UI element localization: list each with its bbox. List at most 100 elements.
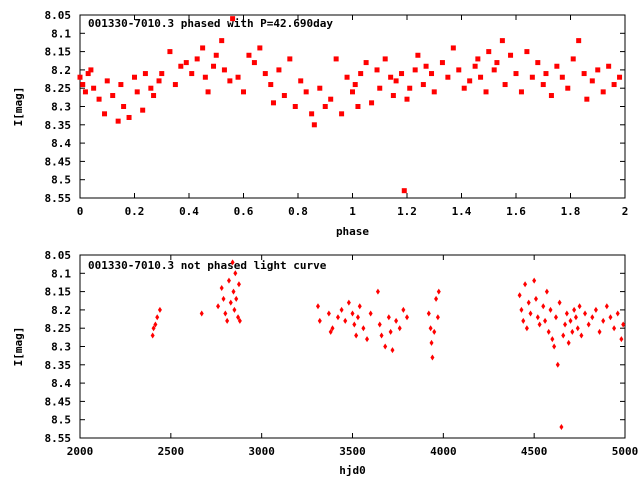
data-point (543, 317, 548, 324)
data-point (262, 71, 268, 77)
data-point (172, 82, 178, 88)
phased-plot-title: 001330-7010.3 phased with P=42.690day (88, 17, 333, 30)
data-point (183, 60, 189, 66)
data-point (401, 188, 407, 194)
data-point (328, 96, 334, 102)
data-point (415, 52, 421, 58)
data-point (535, 60, 541, 66)
data-point (548, 306, 553, 313)
y-tick-label: 8.25 (45, 322, 72, 335)
data-point (365, 336, 370, 343)
data-point (426, 310, 431, 317)
data-point (540, 82, 546, 88)
data-point (226, 277, 231, 284)
data-point (121, 104, 127, 109)
data-point (151, 93, 157, 99)
data-point (335, 314, 340, 321)
data-point (572, 306, 577, 313)
x-tick-label: 4500 (521, 445, 548, 458)
data-point (544, 288, 549, 295)
data-point (532, 277, 537, 284)
data-point (439, 60, 445, 66)
y-tick-label: 8.5 (51, 414, 71, 427)
data-point (363, 60, 369, 66)
x-tick-label: 0 (77, 205, 84, 218)
data-point (361, 325, 366, 332)
data-point (529, 74, 535, 80)
data-point (315, 303, 320, 310)
data-point (126, 114, 132, 120)
data-point (615, 310, 620, 317)
data-point (559, 424, 564, 431)
data-point (393, 78, 399, 84)
data-point (475, 56, 481, 62)
data-point (268, 82, 274, 88)
data-point (85, 71, 91, 77)
data-point (561, 332, 566, 339)
data-point (303, 89, 309, 95)
data-point (227, 78, 233, 84)
data-point (287, 56, 293, 62)
data-point (430, 354, 435, 361)
data-point (412, 67, 418, 73)
data-point (513, 71, 519, 77)
data-point (202, 74, 208, 80)
data-point (379, 332, 384, 339)
data-point (155, 314, 160, 321)
data-point (589, 78, 595, 84)
x-tick-label: 1.4 (452, 205, 472, 218)
y-tick-label: 8.25 (45, 82, 72, 95)
data-point (118, 82, 124, 88)
data-point (110, 93, 116, 99)
data-point (368, 310, 373, 317)
data-point (205, 89, 211, 95)
x-tick-label: 0.8 (288, 205, 308, 218)
data-point (350, 89, 355, 95)
data-point (583, 310, 588, 317)
data-point (566, 339, 571, 346)
data-point (88, 67, 94, 73)
data-point (521, 317, 526, 324)
data-point (167, 49, 173, 55)
x-tick-label: 4000 (430, 445, 457, 458)
data-point (150, 332, 155, 339)
y-tick-label: 8.05 (45, 249, 72, 262)
unphased-plot-title: 001330-7010.3 not phased light curve (88, 259, 327, 272)
x-tick-label: 3500 (339, 445, 366, 458)
data-point (502, 82, 508, 88)
data-point (189, 71, 195, 77)
data-point (343, 317, 348, 324)
data-point (523, 281, 528, 288)
data-point (159, 71, 165, 77)
y-tick-label: 8.1 (51, 267, 71, 280)
data-point (388, 74, 394, 80)
data-point (517, 292, 522, 299)
y-tick-label: 8.3 (51, 341, 71, 354)
data-point (339, 306, 344, 313)
data-point (608, 314, 613, 321)
data-point (519, 306, 524, 313)
data-point (236, 281, 241, 288)
data-point (456, 67, 462, 73)
data-point (344, 74, 350, 80)
data-point (230, 16, 236, 22)
data-point (219, 38, 225, 44)
data-point (533, 295, 538, 302)
data-point (292, 104, 298, 109)
data-point (225, 317, 230, 324)
data-point (428, 325, 433, 332)
data-point (213, 52, 219, 58)
unphased-axis-ticks: 2000 2500 3000 3500 4000 4500 5000 8.05 8.1 8.15 8… (45, 249, 639, 458)
data-point (104, 78, 110, 84)
y-tick-label: 8.35 (45, 359, 72, 372)
data-point (382, 56, 388, 62)
data-point (508, 52, 514, 58)
data-point (115, 118, 121, 124)
data-point (276, 67, 282, 73)
data-point (355, 104, 361, 109)
y-tick-label: 8.3 (51, 101, 71, 114)
data-point (586, 321, 591, 328)
data-point (80, 82, 86, 88)
unphased-data-points (150, 259, 626, 431)
data-point (397, 325, 402, 332)
